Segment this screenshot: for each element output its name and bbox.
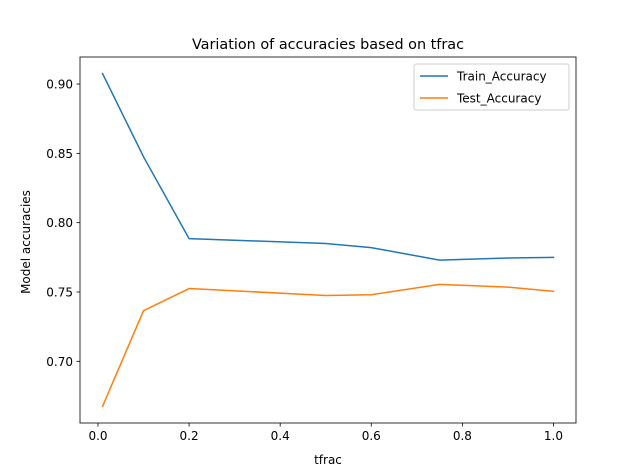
axes-frame — [79, 56, 577, 424]
legend: Train_Accuracy Test_Accuracy — [413, 63, 570, 111]
y-tick-label: 0.70 — [46, 355, 73, 369]
y-tick-label: 0.85 — [46, 147, 73, 161]
legend-label: Test_Accuracy — [456, 92, 541, 106]
legend-box — [413, 63, 570, 111]
series-line-test-accuracy — [101, 283, 555, 408]
x-tick-label: 0.6 — [362, 429, 381, 443]
x-tick-label: 0.0 — [88, 429, 107, 443]
x-tick-label: 1.0 — [544, 429, 563, 443]
y-tick-label: 0.80 — [46, 216, 73, 230]
x-tick-label: 0.4 — [271, 429, 290, 443]
plot-area: 0.0 0.2 0.4 0.6 0.8 1.0 0.70 0.75 0.80 0.85 0.90 — [46, 56, 577, 443]
y-axis-label: Model accuracies — [19, 190, 33, 294]
legend-label: Train_Accuracy — [456, 70, 547, 84]
y-tick-label: 0.90 — [46, 78, 73, 92]
chart-title: Variation of accuracies based on tfrac — [192, 37, 464, 53]
x-tick-label: 0.2 — [180, 429, 199, 443]
x-axis-label: tfrac — [314, 453, 342, 467]
x-tick-label: 0.8 — [453, 429, 472, 443]
y-tick-label: 0.75 — [46, 285, 73, 299]
series-line-train-accuracy — [101, 72, 555, 261]
